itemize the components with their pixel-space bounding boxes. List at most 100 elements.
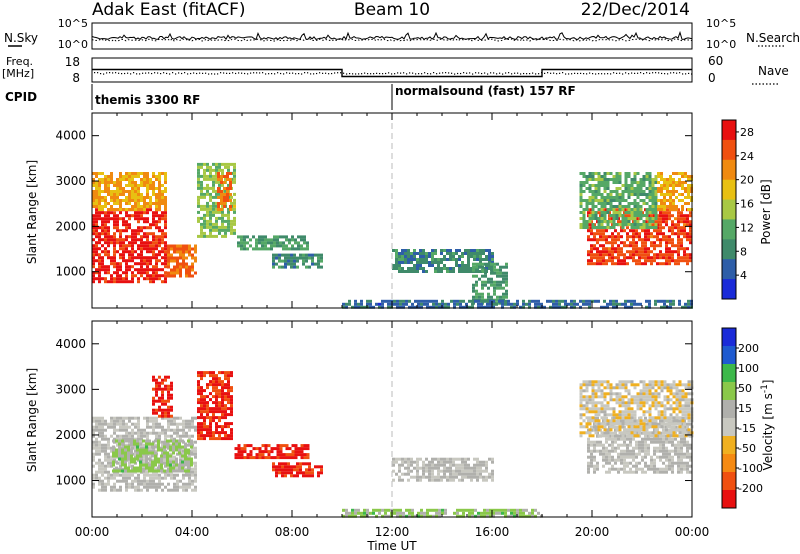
heatmap-cell	[160, 469, 163, 473]
heatmap-cell	[218, 228, 221, 232]
heatmap-cell	[443, 264, 446, 267]
heatmap-cell	[152, 193, 155, 196]
heatmap-cell	[124, 466, 127, 470]
heatmap-cell	[209, 168, 212, 172]
heatmap-cell	[95, 181, 98, 184]
heatmap-cell	[638, 247, 641, 251]
heatmap-cell	[134, 256, 137, 260]
heatmap-cell	[431, 475, 434, 479]
heatmap-cell	[95, 220, 98, 224]
heatmap-cell	[169, 460, 172, 464]
nave-point	[352, 73, 354, 75]
heatmap-cell	[107, 238, 110, 242]
heatmap-cell	[155, 390, 158, 394]
heatmap-cell	[422, 469, 425, 473]
heatmap-cell	[449, 270, 452, 273]
heatmap-cell	[233, 228, 236, 232]
heatmap-cell	[552, 299, 555, 303]
heatmap-cell	[476, 463, 479, 467]
heatmap-cell	[525, 302, 528, 306]
heatmap-cell	[630, 223, 634, 226]
heatmap-cell	[95, 259, 98, 263]
heatmap-cell	[215, 410, 218, 414]
heatmap-cell	[608, 259, 611, 263]
heatmap-cell	[258, 450, 262, 454]
heatmap-cell	[178, 439, 181, 443]
nave-point	[424, 72, 426, 74]
heatmap-cell	[596, 449, 599, 453]
heatmap-cell	[490, 265, 493, 269]
heatmap-cell	[175, 442, 178, 446]
heatmap-cell	[157, 466, 160, 470]
heatmap-cell	[110, 422, 113, 426]
heatmap-cell	[167, 253, 170, 257]
heatmap-cell	[672, 184, 675, 187]
heatmap-cell	[490, 295, 493, 299]
heatmap-cell	[632, 244, 635, 248]
heatmap-cell	[275, 262, 278, 266]
heatmap-cell	[369, 302, 372, 306]
heatmap-cell	[217, 175, 220, 178]
heatmap-cell	[428, 463, 431, 467]
heatmap-cell	[170, 452, 173, 456]
heatmap-cell	[190, 460, 193, 464]
heatmap-cell	[276, 244, 279, 248]
heatmap-cell	[627, 217, 631, 220]
heatmap-cell	[387, 305, 390, 309]
heatmap-cell	[455, 264, 458, 267]
heatmap-cell	[287, 262, 290, 266]
colorbar-tick-label: 20	[740, 174, 754, 187]
heatmap-cell	[481, 265, 484, 269]
heatmap-cell	[632, 458, 635, 462]
heatmap-cell	[278, 253, 281, 257]
nave-point	[646, 72, 648, 74]
heatmap-cell	[659, 238, 662, 242]
colorbar-segment	[722, 159, 736, 181]
heatmap-cell	[101, 229, 104, 233]
heatmap-cell	[101, 428, 104, 432]
heatmap-cell	[209, 225, 212, 229]
nave-point	[454, 73, 456, 75]
beam-title: Beam 10	[354, 0, 430, 20]
heatmap-cell	[101, 461, 104, 465]
heatmap-cell	[579, 193, 583, 196]
heatmap-cell	[593, 238, 596, 242]
heatmap-cell	[107, 280, 110, 284]
heatmap-cell	[659, 250, 662, 254]
heatmap-cell	[164, 241, 167, 245]
heatmap-cell	[428, 252, 431, 255]
heatmap-cell	[182, 422, 185, 426]
heatmap-cell	[140, 229, 143, 233]
heatmap-cell	[128, 434, 131, 438]
heatmap-cell	[593, 235, 596, 239]
heatmap-cell	[179, 244, 182, 248]
heatmap-cell	[657, 205, 660, 208]
heatmap-cell	[233, 162, 236, 166]
heatmap-cell	[416, 466, 419, 470]
nave-point	[112, 72, 114, 74]
heatmap-cell	[644, 259, 647, 263]
heatmap-cell	[155, 437, 158, 441]
nave-point	[544, 72, 546, 74]
heatmap-cell	[413, 258, 416, 261]
heatmap-cell	[113, 247, 116, 251]
heatmap-cell	[113, 262, 116, 266]
heatmap-cell	[659, 449, 662, 453]
heatmap-cell	[182, 256, 185, 260]
heatmap-cell	[434, 457, 437, 461]
heatmap-cell	[462, 511, 465, 515]
heatmap-cell	[227, 395, 230, 399]
heatmap-cell	[149, 425, 152, 429]
heatmap-cell	[184, 448, 187, 452]
heatmap-cell	[473, 252, 476, 255]
heatmap-cell	[149, 208, 152, 212]
heatmap-cell	[149, 232, 152, 236]
heatmap-cell	[413, 475, 416, 479]
heatmap-cell	[624, 181, 628, 184]
heatmap-cell	[461, 466, 464, 470]
heatmap-cell	[119, 485, 122, 489]
heatmap-cell	[161, 247, 164, 251]
heatmap-cell	[127, 451, 130, 455]
heatmap-cell	[137, 184, 140, 187]
heatmap-cell	[181, 469, 184, 473]
